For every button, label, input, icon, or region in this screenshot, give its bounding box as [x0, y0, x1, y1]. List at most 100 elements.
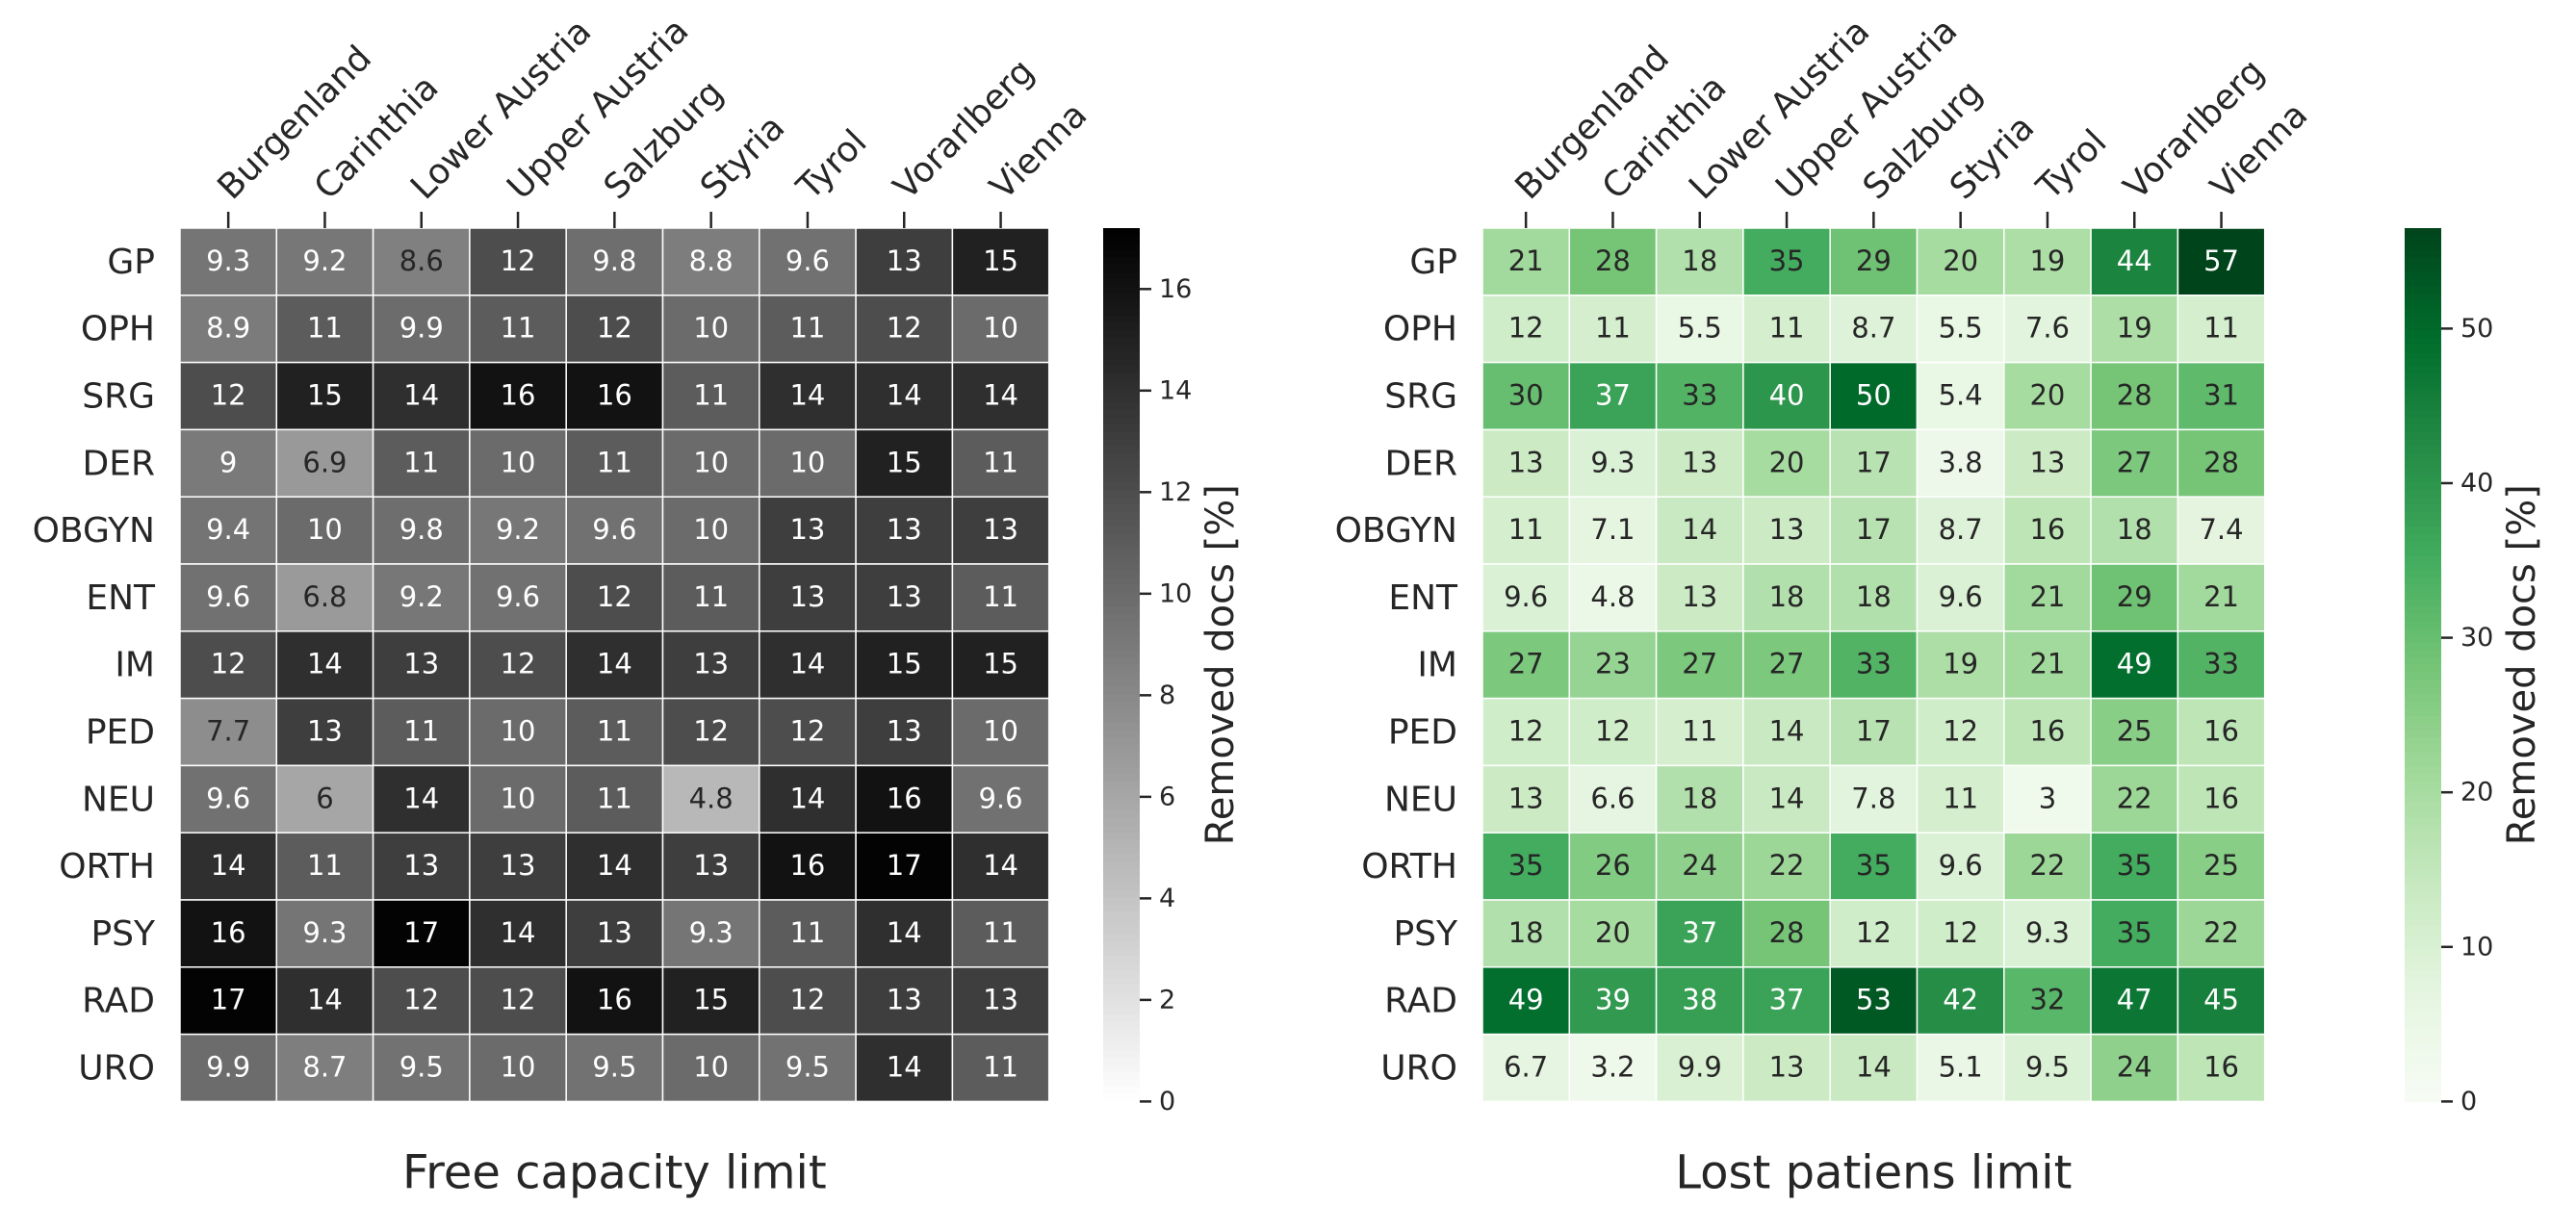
colorbar-gradient-segment: [1103, 555, 1140, 564]
cell-value-label: 6.6: [1590, 782, 1635, 814]
heatmap-cell: [759, 630, 857, 700]
colorbar-gradient-segment: [2405, 1036, 2441, 1044]
cell-value-label: 44: [2117, 244, 2152, 277]
cell-value-label: 13: [887, 715, 922, 748]
heatmap-cell: [372, 295, 471, 364]
heatmap-cell: [1829, 1033, 1919, 1103]
y-tick-label: NEU: [82, 780, 155, 819]
colorbar-gradient-segment: [1103, 643, 1140, 652]
colorbar-gradient-segment: [1103, 672, 1140, 680]
colorbar-gradient-segment: [2405, 759, 2441, 768]
colorbar-gradient-segment: [2405, 715, 2441, 724]
heatmap-cell: [2177, 966, 2266, 1036]
cell-value-label: 7.6: [2025, 312, 2070, 345]
cell-value-label: 47: [2117, 984, 2152, 1016]
cell-value-label: 9.4: [206, 513, 250, 546]
colorbar-gradient-segment: [2405, 897, 2441, 906]
colorbar-gradient-segment: [1103, 621, 1140, 629]
y-tick-label: ORTH: [59, 847, 155, 886]
cell-value-label: 19: [2117, 312, 2152, 345]
colorbar-gradient-segment: [1103, 308, 1140, 317]
cell-value-label: 11: [1595, 312, 1631, 345]
heatmap-cell: [1742, 899, 1831, 968]
colorbar-gradient-segment: [2405, 628, 2441, 637]
colorbar-gradient-segment: [2405, 373, 2441, 382]
colorbar-gradient-segment: [2405, 613, 2441, 622]
colorbar-gradient-segment: [2405, 788, 2441, 797]
heatmap-cell: [1916, 428, 2005, 498]
colorbar-gradient-segment: [2405, 453, 2441, 462]
colorbar-tick-label: 8: [1159, 680, 1175, 710]
colorbar-gradient-segment: [1103, 351, 1140, 360]
cell-value-label: 10: [983, 312, 1018, 345]
colorbar-label: Removed docs [%]: [2500, 484, 2544, 845]
cell-value-label: 33: [1682, 379, 1717, 412]
y-tick-label: IM: [1417, 646, 1457, 685]
heatmap-cell: [2003, 295, 2092, 364]
colorbar-gradient-segment: [2405, 999, 2441, 1008]
y-tick-label: NEU: [1384, 780, 1457, 819]
heatmap-cell: [1829, 496, 1919, 565]
heatmap-cell: [759, 899, 857, 968]
heatmap-cell: [661, 630, 760, 700]
colorbar-gradient-segment: [2405, 911, 2441, 920]
cell-value-label: 14: [887, 916, 922, 949]
colorbar-gradient-segment: [1103, 985, 1140, 993]
cell-value-label: 13: [1769, 513, 1805, 546]
cell-value-label: 32: [2029, 984, 2065, 1016]
heatmap-cell: [1916, 764, 2005, 834]
colorbar-gradient-segment: [2405, 431, 2441, 440]
colorbar-gradient-segment: [1103, 752, 1140, 760]
colorbar-gradient-segment: [2405, 977, 2441, 987]
cell-value-label: 3.2: [1590, 1051, 1635, 1084]
cell-value-label: 16: [2203, 782, 2239, 814]
heatmap-cell: [1829, 563, 1919, 632]
colorbar-gradient-segment: [2405, 526, 2441, 535]
heatmap-cell: [1742, 1033, 1831, 1103]
cell-value-label: 16: [2029, 715, 2065, 748]
colorbar-gradient-segment: [2405, 541, 2441, 550]
colorbar-gradient-segment: [1103, 817, 1140, 826]
heatmap-cell: [1742, 227, 1831, 296]
colorbar-gradient-segment: [1103, 315, 1140, 323]
panel-title: Free capacity limit: [402, 1145, 827, 1199]
heatmap-cell: [2003, 832, 2092, 901]
y-tick-label: SRG: [82, 377, 155, 417]
cell-value-label: 7.4: [2199, 513, 2243, 546]
colorbar-gradient-segment: [2405, 228, 2441, 237]
heatmap-cell: [2090, 697, 2179, 767]
heatmap-cell: [1829, 227, 1919, 296]
heatmap-cell: [565, 832, 664, 901]
heatmap-cell: [855, 563, 954, 632]
cell-value-label: 13: [887, 513, 922, 546]
heatmap-cell: [855, 764, 954, 834]
colorbar-gradient-segment: [2405, 686, 2441, 695]
cell-value-label: 14: [887, 379, 922, 412]
colorbar-gradient-segment: [1103, 482, 1140, 491]
heatmap-cell: [759, 697, 857, 767]
colorbar-gradient-segment: [2405, 504, 2441, 513]
cell-value-label: 11: [1682, 715, 1717, 748]
cell-value-label: 33: [2203, 648, 2239, 680]
heatmap-cell: [469, 563, 567, 632]
colorbar-gradient-segment: [2405, 774, 2441, 783]
heatmap-cell: [2090, 563, 2179, 632]
heatmap-cell: [372, 630, 471, 700]
heatmap-cell: [275, 899, 374, 968]
cell-value-label: 11: [693, 379, 729, 412]
colorbar-gradient-segment: [1103, 417, 1140, 425]
cell-value-label: 16: [597, 984, 632, 1016]
colorbar-gradient-segment: [1103, 664, 1140, 673]
cell-value-label: 33: [1856, 648, 1892, 680]
cell-value-label: 11: [693, 580, 729, 613]
heatmap-cell: [2177, 496, 2266, 565]
colorbar-gradient-segment: [1103, 1028, 1140, 1037]
cell-value-label: 23: [1595, 648, 1631, 680]
cell-value-label: 13: [1508, 446, 1544, 478]
heatmap-cell: [565, 899, 664, 968]
cell-value-label: 6.8: [302, 580, 347, 613]
cell-value-label: 16: [597, 379, 632, 412]
cell-value-label: 22: [2029, 849, 2065, 882]
colorbar-gradient-segment: [2405, 701, 2441, 709]
